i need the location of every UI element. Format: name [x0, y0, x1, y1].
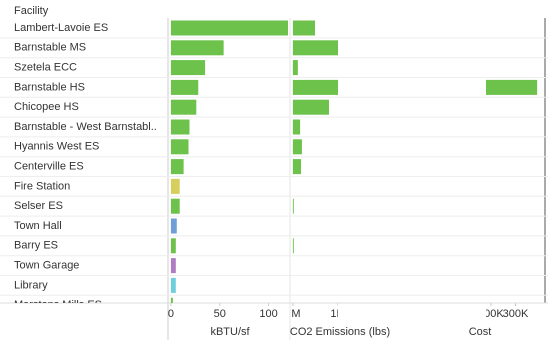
bar	[170, 40, 224, 56]
facility-label: Szetela ECC	[14, 62, 77, 74]
bar	[170, 159, 184, 175]
panel: 0M 1M	[285, 20, 345, 320]
bar	[170, 277, 176, 293]
facility-header: Facility	[14, 5, 49, 17]
x-tick-label: 0M	[285, 308, 300, 320]
bar	[170, 20, 289, 36]
facility-label: Town Garage	[14, 260, 79, 272]
x-tick-label: 1M	[330, 308, 345, 320]
bar	[170, 119, 190, 135]
bar	[292, 238, 294, 254]
bar	[170, 79, 199, 95]
facility-label: Fire Station	[14, 180, 70, 192]
x-axis-title: CO2 Emissions (lbs)	[290, 326, 390, 338]
facility-label: Hyannis West ES	[14, 141, 99, 153]
facility-label: Town Hall	[14, 220, 62, 232]
bar	[292, 159, 302, 175]
bar	[170, 297, 173, 303]
bar	[292, 60, 298, 76]
rows: Lambert-Lavoie ES Barnstable MS Szetela EC…	[0, 22, 548, 311]
bar	[170, 178, 180, 194]
facility-label: Lambert-Lavoie ES	[14, 22, 108, 34]
bar-area	[292, 20, 338, 254]
bar	[486, 79, 538, 95]
x-tick-label: 50	[214, 308, 226, 320]
bar	[292, 40, 338, 56]
bar	[292, 79, 338, 95]
bar	[292, 20, 315, 36]
x-tick-label: 0	[168, 308, 174, 320]
facility-label: Barnstable MS	[14, 42, 86, 54]
facility-label: Chicopee HS	[14, 101, 79, 113]
x-axis-title: kBTU/sf	[210, 326, 250, 338]
bar	[292, 198, 294, 214]
facility-label: Centerville ES	[14, 161, 84, 173]
bar	[292, 139, 302, 155]
x-tick-label: 100	[259, 308, 277, 320]
panel: 0 50 100	[168, 20, 289, 320]
facility-label: Selser ES	[14, 200, 63, 212]
bar	[170, 238, 176, 254]
bar	[170, 60, 206, 76]
bar-area	[170, 20, 289, 303]
bar-area	[486, 79, 538, 95]
panels: 0 50 100 kBTU/sf 0M 1M CO2 Emissions (lbs) 200K…	[168, 20, 538, 338]
facility-label: Barry ES	[14, 240, 58, 252]
facility-label: Barnstable - West Barnstabl..	[14, 121, 157, 133]
facility-label: Library	[14, 279, 48, 291]
bar	[170, 218, 177, 234]
bar	[170, 198, 180, 214]
x-tick-label: 200K	[478, 308, 504, 320]
bar	[170, 99, 197, 115]
x-tick-label: 300K	[503, 308, 529, 320]
bar	[170, 258, 176, 274]
x-axis-title: Cost	[469, 326, 492, 338]
bar	[292, 119, 301, 135]
bar	[170, 139, 189, 155]
facility-label: Barnstable HS	[14, 81, 85, 93]
bar	[292, 99, 329, 115]
facility-label: Marstons Mills ES	[14, 299, 102, 311]
